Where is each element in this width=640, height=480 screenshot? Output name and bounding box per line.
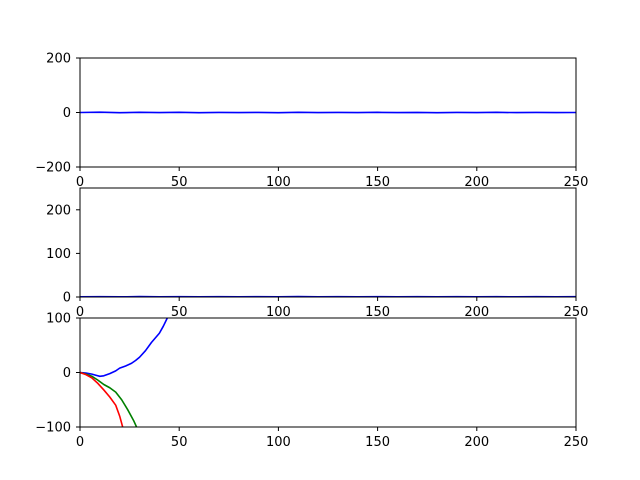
series-line-3 [80, 371, 124, 427]
x-tick-label: 0 [76, 435, 84, 450]
y-tick-label: 0 [63, 291, 71, 306]
y-tick-label: 100 [46, 312, 71, 327]
x-tick-label: 200 [464, 175, 489, 190]
x-tick-label: 150 [365, 305, 390, 320]
x-tick-label: 0 [76, 305, 84, 320]
x-tick-label: 200 [464, 305, 489, 320]
axes-frame [79, 187, 577, 298]
series-line-1 [80, 318, 169, 378]
x-tick-label: 0 [76, 175, 84, 190]
x-tick-label: 200 [464, 435, 489, 450]
x-tick-label: 150 [365, 175, 390, 190]
plot-area [80, 318, 169, 427]
x-tick-label: 100 [266, 435, 291, 450]
subplot-2: 0 50 100 150 200 250 0 100 200 [46, 187, 589, 320]
y-tick-label: 100 [46, 247, 71, 262]
x-tick-label: 250 [564, 435, 589, 450]
x-tick-label: 250 [564, 175, 589, 190]
y-tick-label: 200 [46, 52, 71, 67]
x-tick-label: 100 [266, 175, 291, 190]
subplot-1: 0 50 100 150 200 250 −200 0 200 [35, 52, 588, 191]
y-tick-label: 0 [63, 366, 71, 381]
x-tick-label: 50 [171, 305, 188, 320]
x-tick-label: 250 [564, 305, 589, 320]
x-tick-label: 150 [365, 435, 390, 450]
y-tick-label: −100 [35, 421, 71, 436]
subplot-3: 0 50 100 150 200 250 −100 0 100 [35, 312, 588, 451]
x-tick-label: 50 [171, 175, 188, 190]
y-tick-label: −200 [35, 161, 71, 176]
x-tick-label: 100 [266, 305, 291, 320]
y-tick-label: 0 [63, 106, 71, 121]
series-line-2 [80, 371, 138, 427]
y-tick-label: 200 [46, 203, 71, 218]
x-tick-label: 50 [171, 435, 188, 450]
